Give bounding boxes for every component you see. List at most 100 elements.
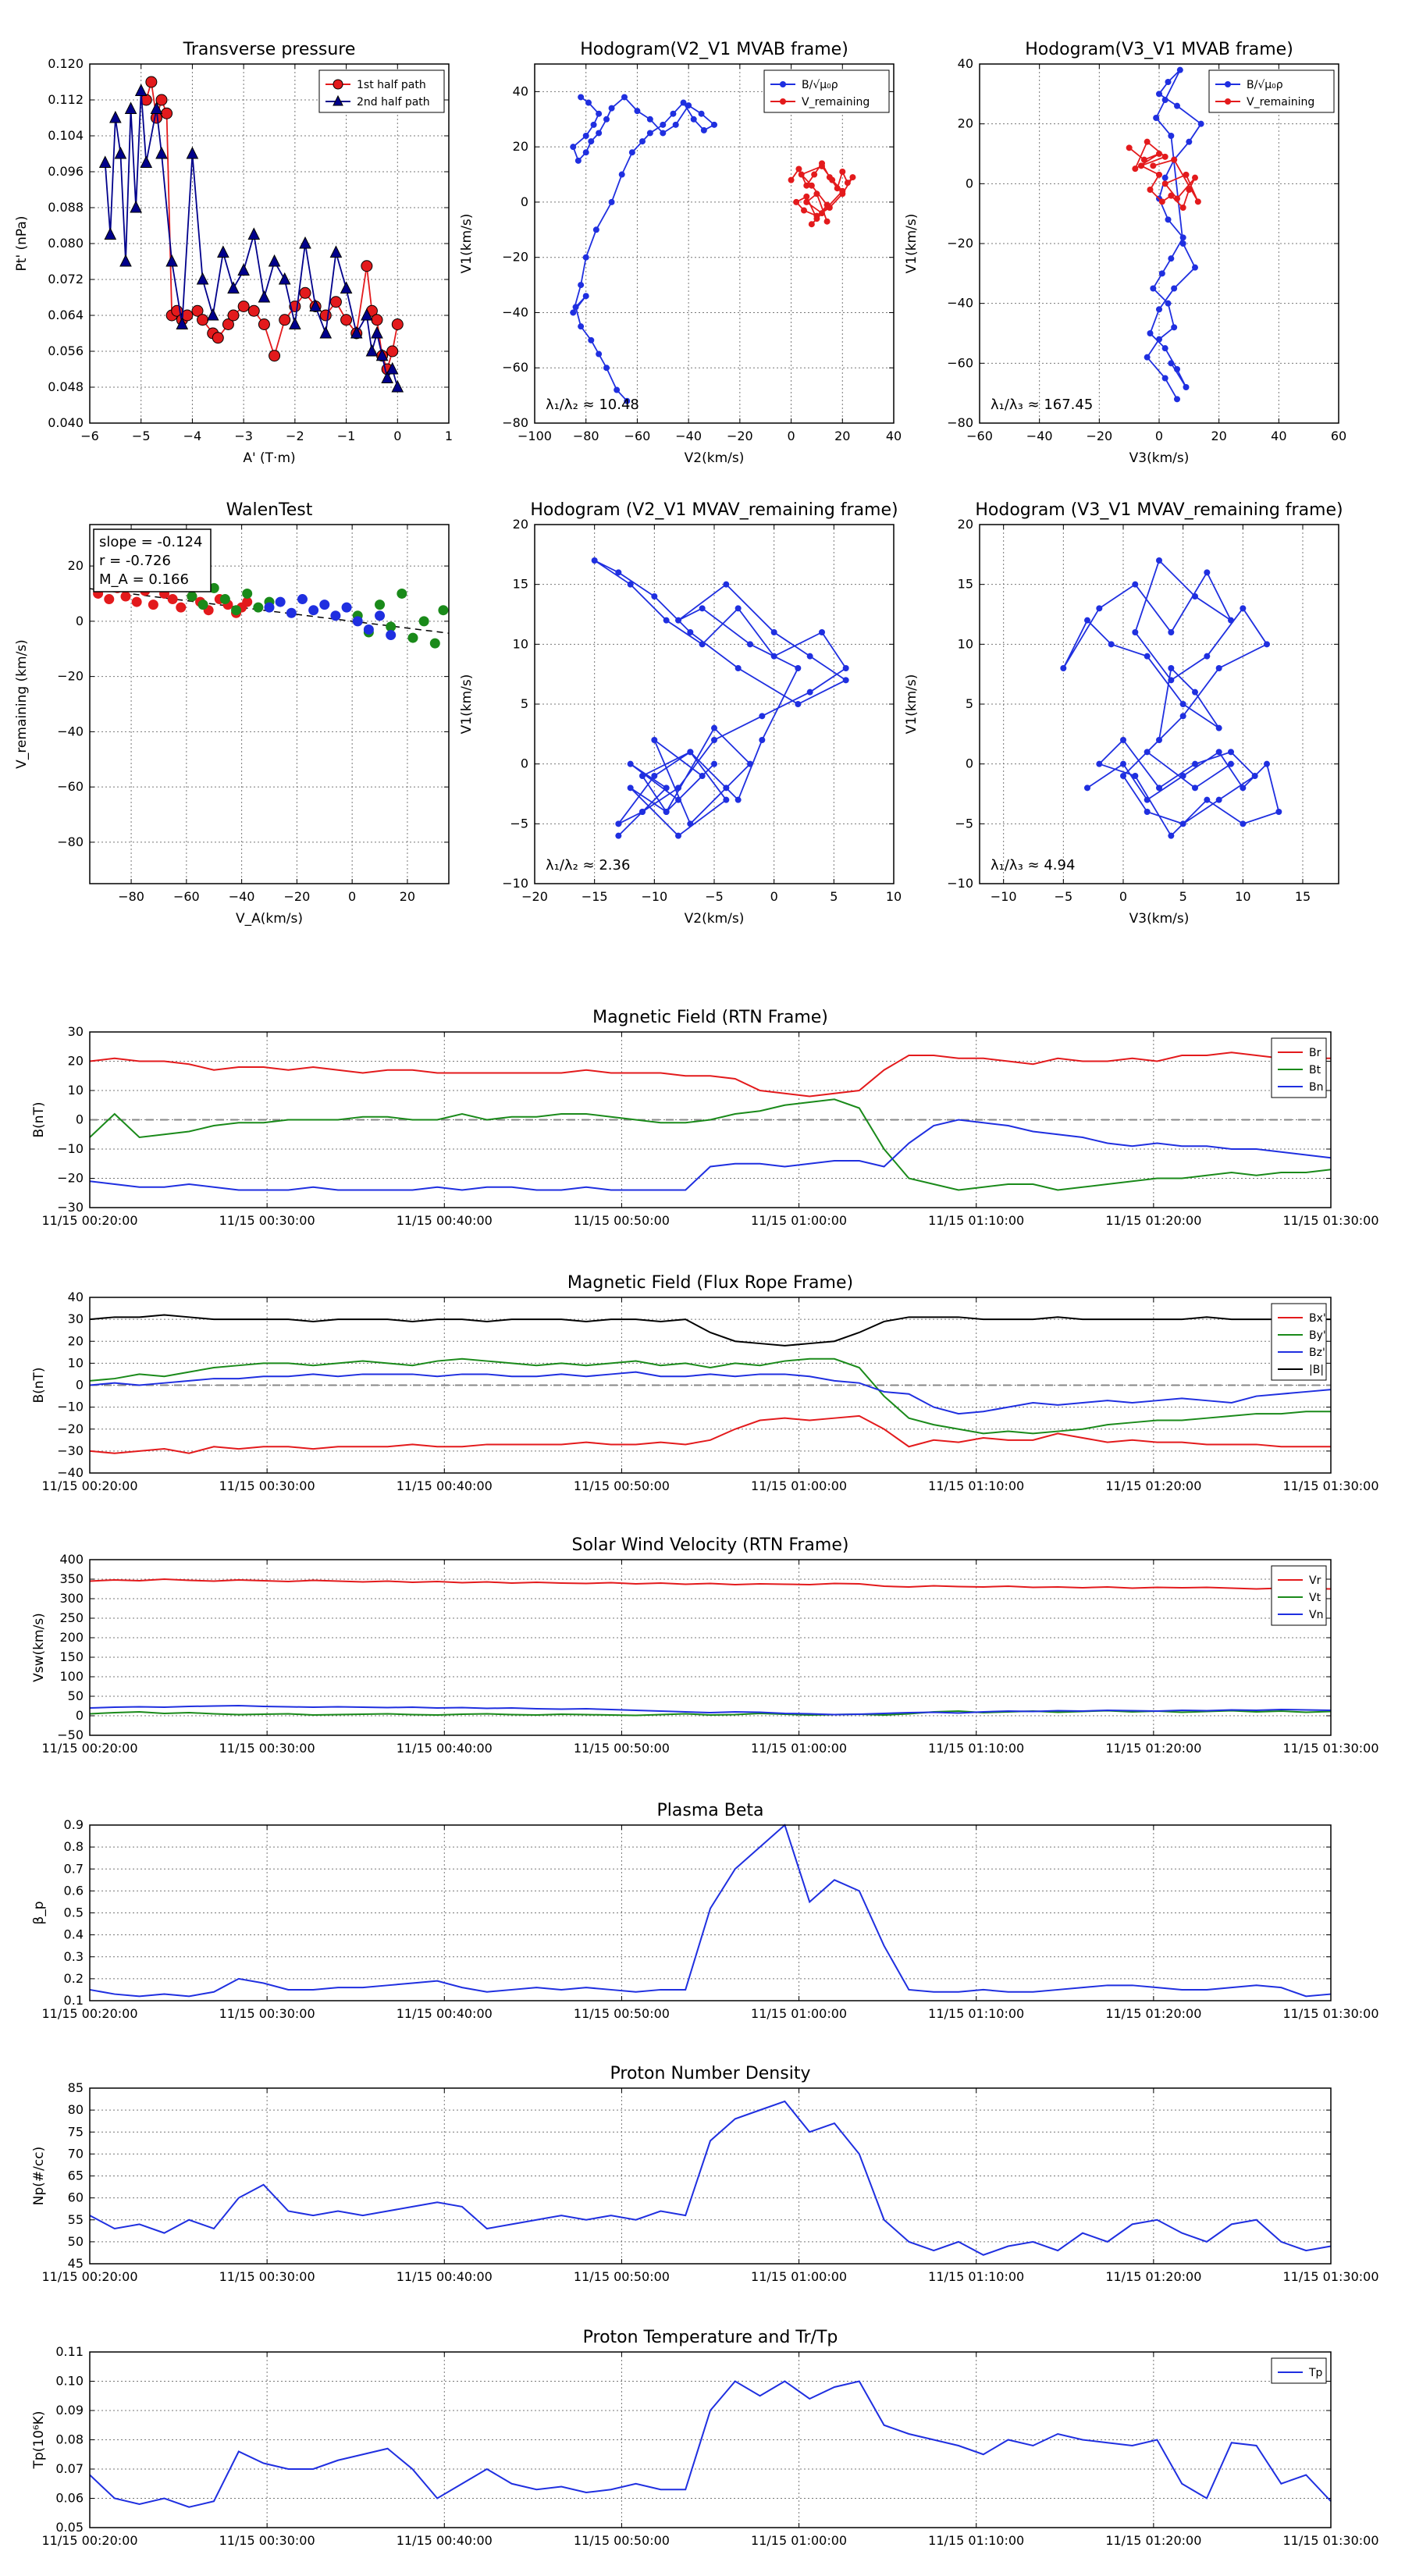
data-point (723, 581, 730, 588)
series-line (89, 1371, 1332, 1415)
y-tick-label: 0 (966, 756, 973, 771)
x-tick-label: 11/15 01:30:00 (1282, 1478, 1378, 1493)
data-point (1120, 760, 1126, 767)
data-point (834, 185, 841, 192)
data-point (1240, 605, 1247, 612)
chart-title: Hodogram(V2_V1 MVAB frame) (580, 40, 848, 59)
data-point (1144, 653, 1151, 660)
x-axis-label: V3(km/s) (1129, 911, 1190, 927)
data-point (813, 215, 820, 222)
data-point (578, 282, 585, 289)
data-point (1168, 677, 1175, 684)
series-vt (89, 1710, 1332, 1717)
plot-frame (89, 1031, 1332, 1208)
y-tick-label: 60 (68, 2190, 84, 2205)
data-point (675, 617, 681, 624)
data-point (1158, 198, 1165, 205)
x-axis-label: A' (T·m) (243, 450, 295, 466)
data-point (309, 299, 322, 311)
data-point (219, 594, 230, 605)
y-axis-label: Pt' (nPa) (14, 216, 30, 272)
data-point (759, 713, 766, 720)
data-point (319, 600, 330, 610)
legend-label: 1st half path (357, 79, 426, 91)
x-tick-label: −100 (518, 429, 552, 443)
chart-hodogram_v3v1_mvab: −60 −40 −20 0 20 40 60−80−60−40−2002040Hodogra… (904, 40, 1346, 466)
series-np (89, 2100, 1332, 2256)
legend-box (1271, 1303, 1327, 1381)
data-point (1161, 97, 1168, 103)
data-point (1171, 156, 1178, 163)
series-tp (89, 2380, 1332, 2508)
series-v (1060, 557, 1282, 839)
y-tick-label: −10 (502, 876, 528, 891)
data-point (1144, 809, 1151, 815)
y-tick-label: 100 (59, 1669, 84, 1684)
y-axis-label: B(nT) (31, 1101, 47, 1137)
y-tick-label: 0.7 (64, 1861, 84, 1876)
legend-marker (333, 79, 343, 90)
data-point (1060, 665, 1067, 671)
x-tick-label: 11/15 00:50:00 (574, 1741, 670, 1756)
x-tick-label: 11/15 00:30:00 (219, 1213, 315, 1228)
data-point (803, 193, 810, 200)
chart-title: Proton Temperature and Tr/Tp (583, 2328, 838, 2347)
data-point (1183, 384, 1190, 390)
x-tick-label: −80 (118, 889, 144, 904)
x-tick-label: 11/15 00:20:00 (41, 1478, 137, 1493)
data-point (1132, 581, 1139, 588)
series-line (89, 1823, 1332, 1998)
data-point (269, 350, 281, 362)
chart-title: Hodogram (V2_V1 MVAV_remaining frame) (530, 500, 898, 520)
data-point (759, 737, 766, 743)
x-tick-label: 11/15 01:00:00 (751, 2533, 847, 2548)
data-point (1192, 264, 1198, 271)
series-line (89, 2100, 1332, 2256)
legend-label: 2nd half path (357, 96, 430, 109)
y-tick-label: 0.07 (55, 2461, 84, 2476)
y-axis-label: β_p (31, 1901, 47, 1924)
data-point (585, 99, 592, 106)
data-point (1251, 773, 1258, 779)
data-point (258, 318, 270, 330)
chart-title: Proton Number Density (610, 2064, 811, 2083)
data-point (222, 318, 234, 330)
series-line (1146, 69, 1202, 400)
data-point (237, 263, 250, 276)
y-axis-label: B(nT) (31, 1367, 47, 1403)
data-point (247, 227, 261, 240)
data-point (770, 629, 777, 635)
plot-frame (89, 1824, 1332, 2001)
x-tick-label: 11/15 00:20:00 (41, 1213, 137, 1228)
x-tick-label: 10 (886, 889, 902, 904)
data-point (646, 116, 653, 123)
data-point (1132, 629, 1139, 635)
x-tick-label: 11/15 01:20:00 (1105, 1478, 1201, 1493)
data-point (793, 198, 800, 205)
data-point (811, 171, 818, 178)
data-point (592, 226, 599, 233)
x-tick-label: 11/15 01:30:00 (1282, 1213, 1378, 1228)
y-tick-label: 5 (521, 696, 528, 711)
data-point (104, 594, 115, 605)
y-axis-label: Tp(10⁶K) (31, 2411, 47, 2469)
x-tick-label: 0 (787, 429, 795, 443)
x-tick-label: −3 (234, 429, 253, 443)
data-point (723, 796, 730, 803)
data-point (1215, 796, 1222, 803)
x-tick-label: 11/15 00:40:00 (397, 1213, 493, 1228)
x-tick-label: 40 (886, 429, 902, 443)
data-point (237, 301, 250, 312)
ratio-annotation: λ₁/λ₃ ≈ 4.94 (991, 857, 1075, 873)
data-point (375, 348, 389, 361)
data-point (1144, 749, 1151, 756)
data-point (1165, 79, 1172, 85)
data-point (1126, 144, 1133, 151)
y-tick-label: −20 (57, 669, 84, 684)
y-tick-label: −30 (57, 1443, 84, 1458)
data-point (1096, 605, 1103, 612)
data-point (839, 187, 846, 194)
legend-label: Vr (1309, 1574, 1321, 1587)
